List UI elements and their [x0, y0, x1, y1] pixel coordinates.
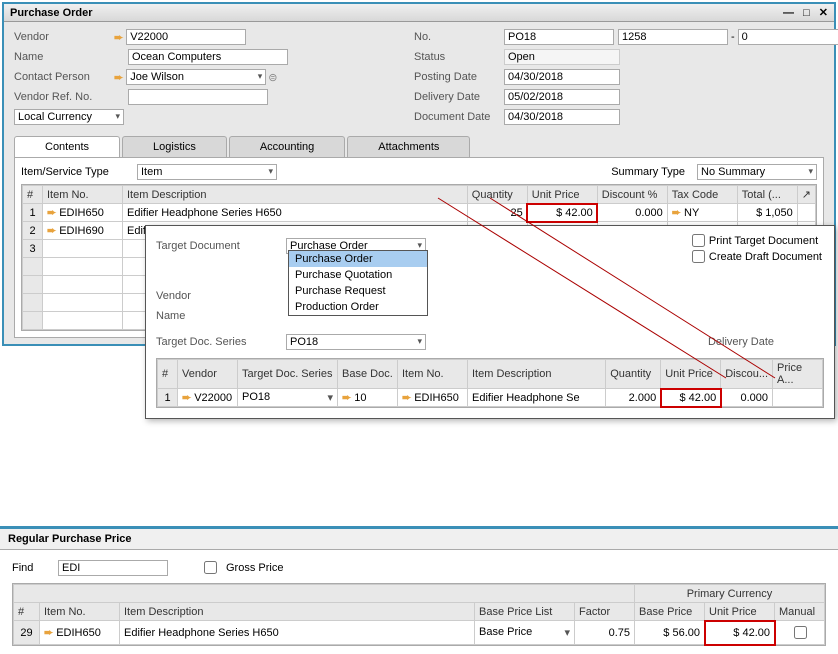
table-row[interactable]: 1 ➨EDIH650 Edifier Headphone Series H650…: [23, 204, 816, 222]
tab-accounting[interactable]: Accounting: [229, 136, 345, 157]
dropdown-option[interactable]: Purchase Request: [289, 283, 427, 299]
create-draft-checkbox[interactable]: [692, 250, 705, 263]
tab-logistics[interactable]: Logistics: [122, 136, 227, 157]
window-controls: — □ ✕: [777, 6, 828, 19]
col-itemno: Item No.: [43, 186, 123, 204]
regular-purchase-price-window: Regular Purchase Price Find Gross Price …: [0, 526, 838, 654]
docdate-label: Document Date: [414, 111, 504, 123]
col-qty: Quantity: [467, 186, 527, 204]
no-series[interactable]: PO18: [504, 29, 614, 45]
unit-price-cell: $ 42.00: [527, 204, 597, 222]
popup-deliverydate-label: Delivery Date: [708, 336, 774, 348]
dropdown-option[interactable]: Purchase Order: [289, 251, 427, 267]
reg-unitprice-cell: $ 42.00: [705, 621, 775, 645]
grossprice-checkbox[interactable]: [204, 561, 217, 574]
contact-label: Contact Person: [14, 71, 114, 83]
col-disc: Discount %: [597, 186, 667, 204]
summarytype-label: Summary Type: [611, 166, 685, 178]
itemservice-combo[interactable]: Item: [137, 164, 277, 180]
table-row[interactable]: 1 ➨V22000 PO18 ▾ ➨10 ➨EDIH650 Edifier He…: [158, 389, 823, 407]
currency-combo[interactable]: Local Currency: [14, 109, 124, 125]
popup-series-label: Target Doc. Series: [156, 336, 286, 348]
vendor-label: Vendor: [14, 31, 114, 43]
link-arrow-icon[interactable]: ➨: [114, 31, 123, 44]
postingdate-label: Posting Date: [414, 71, 504, 83]
print-target-checkbox[interactable]: [692, 234, 705, 247]
link-arrow-icon[interactable]: ➨: [114, 71, 123, 84]
vendorref-field[interactable]: [128, 89, 268, 105]
name-field[interactable]: Ocean Computers: [128, 49, 288, 65]
popup-grid: # Vendor Target Doc. Series Base Doc. It…: [156, 358, 824, 408]
docdate-field[interactable]: 04/30/2018: [504, 109, 620, 125]
status-label: Status: [414, 51, 504, 63]
targetdoc-label: Target Document: [156, 240, 286, 252]
col-total: Total (...: [737, 186, 797, 204]
no-label: No.: [414, 31, 504, 43]
contact-field[interactable]: Joe Wilson: [126, 69, 266, 85]
minimize-icon[interactable]: —: [783, 7, 794, 19]
itemservice-label: Item/Service Type: [21, 166, 131, 178]
maximize-icon[interactable]: □: [803, 7, 810, 19]
postingdate-field[interactable]: 04/30/2018: [504, 69, 620, 85]
dropdown-option[interactable]: Production Order: [289, 299, 427, 315]
col-tax: Tax Code: [667, 186, 737, 204]
col-expand[interactable]: ↗: [797, 186, 815, 204]
deliverydate-field[interactable]: 05/02/2018: [504, 89, 620, 105]
popup-unitprice-cell: $ 42.00: [661, 389, 721, 407]
window-title: Purchase Order: [10, 7, 93, 19]
manual-checkbox[interactable]: [794, 626, 807, 639]
popup-vendor-label: Vendor: [156, 290, 286, 302]
targetdoc-dropdown: Purchase Order Purchase Quotation Purcha…: [288, 250, 428, 316]
col-price: Unit Price: [527, 186, 597, 204]
titlebar: Purchase Order — □ ✕: [4, 4, 834, 22]
col-desc: Item Description: [123, 186, 468, 204]
popup-series-combo[interactable]: PO18: [286, 334, 426, 350]
tab-contents[interactable]: Contents: [14, 136, 120, 157]
col-num: #: [23, 186, 43, 204]
regular-title: Regular Purchase Price: [0, 526, 838, 550]
table-row[interactable]: 29 ➨EDIH650 Edifier Headphone Series H65…: [14, 621, 825, 645]
vendor-field[interactable]: V22000: [126, 29, 246, 45]
deliverydate-label: Delivery Date: [414, 91, 504, 103]
tab-attachments[interactable]: Attachments: [347, 136, 470, 157]
no-num[interactable]: 1258: [618, 29, 728, 45]
popup-name-label: Name: [156, 310, 286, 322]
vendorref-label: Vendor Ref. No.: [14, 91, 114, 103]
target-doc-popup: Print Target Document Create Draft Docum…: [145, 225, 835, 419]
close-icon[interactable]: ✕: [819, 7, 828, 19]
link-arrow-icon: ➨: [47, 207, 56, 219]
dropdown-option[interactable]: Purchase Quotation: [289, 267, 427, 283]
summarytype-combo[interactable]: No Summary: [697, 164, 817, 180]
regular-grid: Primary Currency # Item No. Item Descrip…: [12, 583, 826, 646]
find-input[interactable]: [58, 560, 168, 576]
status-field: Open: [504, 49, 620, 65]
find-label: Find: [12, 562, 52, 574]
name-label: Name: [14, 51, 114, 63]
detail-icon[interactable]: ⊜: [268, 71, 277, 84]
no-ext[interactable]: 0: [738, 29, 838, 45]
